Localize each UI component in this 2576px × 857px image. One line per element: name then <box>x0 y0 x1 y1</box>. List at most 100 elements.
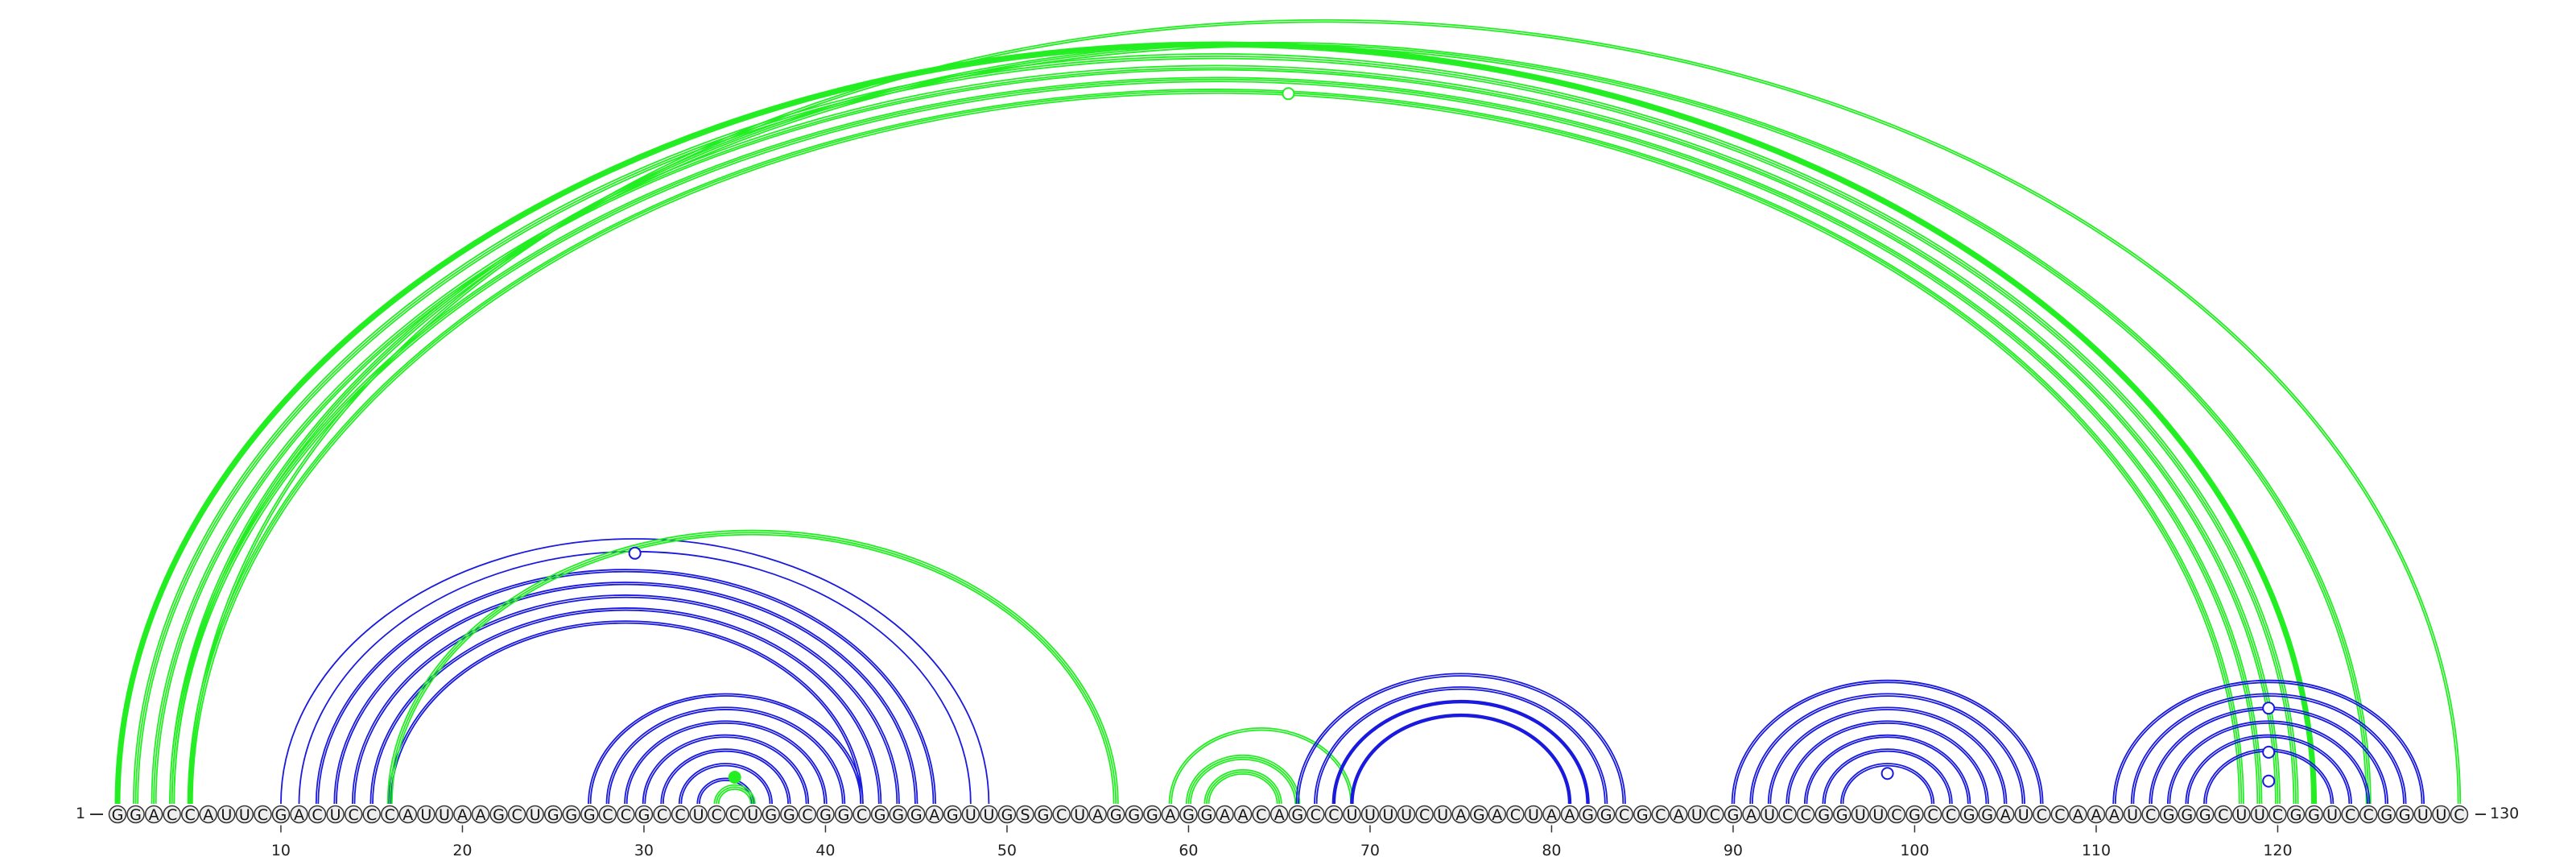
base-pair-arc <box>115 42 2316 805</box>
nucleotide-letter: A <box>1492 806 1502 824</box>
nucleotide-circle <box>634 805 654 824</box>
nucleotide-circle <box>816 805 835 824</box>
nucleotide-letter: U <box>420 806 431 824</box>
nucleotide-letter: C <box>1056 806 1067 824</box>
nucleotide-letter: C <box>1619 806 1629 824</box>
nucleotide-letter: A <box>2000 806 2011 824</box>
nucleotide-letter: C <box>1311 806 1321 824</box>
nucleotide-letter: G <box>1001 806 1013 824</box>
position-ticks: 10 20 30 40 50 60 70 80 90 100 110 120 <box>271 825 2293 857</box>
nucleotide-circle <box>1269 805 1289 824</box>
nucleotide-circle <box>1760 805 1779 824</box>
nucleotide-circle <box>1959 805 1979 824</box>
nucleotide-circle <box>1796 805 1815 824</box>
base-pair-arc <box>1749 693 2025 805</box>
nucleotide-letter: C <box>2273 806 2283 824</box>
tick-label: 10 <box>271 842 291 857</box>
nucleotide-circle <box>1252 805 1270 824</box>
nucleotide-letter: U <box>530 806 541 824</box>
nucleotide-letter: A <box>1274 806 1285 824</box>
nucleotide-letter: G <box>2199 806 2211 824</box>
nucleotide-circle <box>1833 805 1852 824</box>
nucleotide-circle <box>126 805 145 824</box>
nucleotide-letter: C <box>511 806 522 824</box>
base-pair-arc <box>386 529 1119 805</box>
nucleotide-circle <box>1524 805 1543 824</box>
nucleotide-letter: A <box>1674 806 1684 824</box>
nucleotide-circle <box>2214 805 2233 824</box>
base-pair-arc <box>190 21 2459 805</box>
nucleotide-circle <box>689 805 708 824</box>
nucleotide-letter: C <box>2054 806 2065 824</box>
nucleotide-letter: U <box>1872 806 1884 824</box>
nucleotide-letter: C <box>1510 806 1521 824</box>
nucleotide-letter: C <box>2345 806 2355 824</box>
nucleotide-letter: A <box>1092 806 1103 824</box>
nucleotide-letter: U <box>239 806 250 824</box>
nucleotide-letter: G <box>1909 806 1921 824</box>
nucleotide-circle <box>471 805 490 824</box>
arc-marker <box>2262 702 2276 715</box>
base-pair-arc <box>1332 701 1589 805</box>
nucleotide-circle <box>1778 805 1797 824</box>
nucleotide-letter: G <box>947 806 959 824</box>
base-pair-arc <box>2114 681 2423 805</box>
nucleotide-letter: U <box>1401 806 1412 824</box>
nucleotide-letter: G <box>2181 806 2193 824</box>
arc-marker <box>2262 774 2276 788</box>
nucleotide-letter: A <box>2091 806 2101 824</box>
nucleotide-circle <box>1506 805 1525 824</box>
base-pair-arc <box>1731 679 2044 805</box>
nucleotide-letter: C <box>675 806 685 824</box>
nucleotide-letter: G <box>565 806 577 824</box>
nucleotide-circle <box>1742 805 1761 824</box>
nucleotide-letter: C <box>1419 806 1430 824</box>
nucleotide-letter: U <box>2018 806 2029 824</box>
nucleotide-letter: U <box>2254 806 2265 824</box>
base-pair-arc <box>662 750 789 805</box>
nucleotide-letter: C <box>621 806 631 824</box>
nucleotide-letter: C <box>366 806 377 824</box>
nucleotide-circle <box>290 805 308 824</box>
nucleotide-circle <box>1107 805 1125 824</box>
base-pair-arc <box>1185 754 1301 805</box>
nucleotide-letter: U <box>1346 806 1357 824</box>
end-index-label: 130 <box>2490 805 2519 822</box>
nucleotide-circle <box>1360 805 1380 824</box>
base-pair-arc <box>174 47 2366 804</box>
nucleotide-letter: C <box>312 806 322 824</box>
tick-label: 90 <box>1724 842 1743 857</box>
nucleotide-circle <box>2413 805 2433 824</box>
base-pair-arc <box>333 582 919 805</box>
nucleotide-letter: A <box>476 806 486 824</box>
nucleotide-circle <box>2268 805 2287 824</box>
base-pair-arc <box>2166 720 2371 805</box>
nucleotide-circle <box>889 805 907 824</box>
nucleotide-circle <box>2069 805 2087 824</box>
base-pair-arcs <box>115 20 2460 804</box>
nucleotide-letter: U <box>439 806 450 824</box>
base-pair-arc <box>1298 675 1624 805</box>
nucleotide-circle <box>2286 805 2306 824</box>
nucleotide-letter: G <box>892 806 904 824</box>
nucleotide-letter: G <box>1473 806 1485 824</box>
base-pair-arc <box>588 693 864 805</box>
nucleotide-letter: A <box>149 806 159 824</box>
nucleotide-circle <box>671 805 690 824</box>
nucleotide-circle <box>2450 805 2469 824</box>
nucleotide-letter: G <box>1637 806 1649 824</box>
nucleotide-letter: C <box>1927 806 1938 824</box>
base-pair-arc <box>1785 720 1989 805</box>
start-index-label: 1 <box>76 805 85 822</box>
nucleotide-letter: C <box>1710 806 1720 824</box>
nucleotide-letter: U <box>1364 806 1376 824</box>
base-pair-arc <box>169 77 2263 805</box>
tick-label: 120 <box>2263 842 2292 857</box>
nucleotide-letter: A <box>929 806 939 824</box>
nucleotide-circle <box>326 805 345 824</box>
base-pair-arc <box>120 47 2312 804</box>
arc-marker <box>728 770 741 784</box>
arc-marker <box>1880 767 1894 780</box>
nucleotide-letter: C <box>1891 806 1901 824</box>
nucleotide-letter: C <box>349 806 359 824</box>
